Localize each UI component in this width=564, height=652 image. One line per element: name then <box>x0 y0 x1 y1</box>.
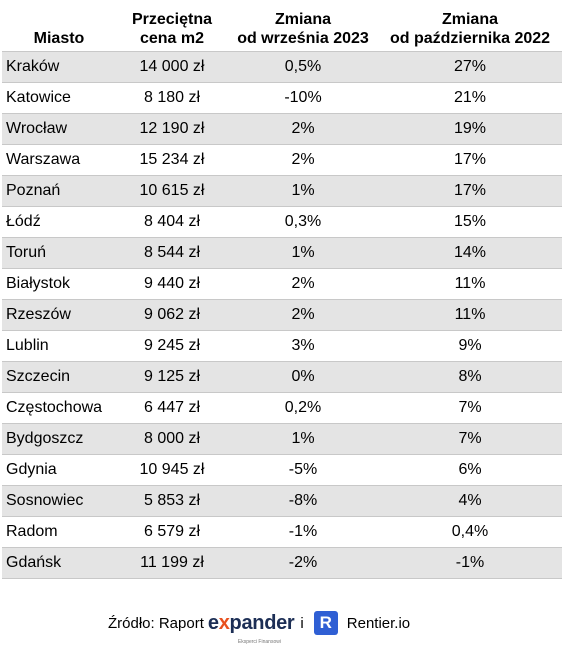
cell-price: 6 447 zł <box>116 392 228 424</box>
table-row: Białystok 9 440 zł 2% 11% <box>2 268 562 300</box>
cell-price: 9 245 zł <box>116 330 228 362</box>
cell-change-sep: 1% <box>228 423 378 455</box>
table-row: Radom 6 579 zł -1% 0,4% <box>2 516 562 548</box>
table-row: Rzeszów 9 062 zł 2% 11% <box>2 299 562 331</box>
table-header-row: Miasto Przeciętna cena m2 Zmiana od wrześn… <box>2 0 562 52</box>
cell-price: 9 440 zł <box>116 268 228 300</box>
cell-city: Warszawa <box>2 144 116 176</box>
cell-change-sep: -8% <box>228 485 378 517</box>
cell-change-oct: -1% <box>378 547 562 579</box>
cell-price: 9 062 zł <box>116 299 228 331</box>
city-price-table: Miasto Przeciętna cena m2 Zmiana od wrześn… <box>2 0 562 579</box>
cell-city: Gdańsk <box>2 547 116 579</box>
cell-city: Katowice <box>2 82 116 114</box>
table-row: Katowice 8 180 zł -10% 21% <box>2 82 562 114</box>
cell-change-oct: 6% <box>378 454 562 486</box>
cell-price: 6 579 zł <box>116 516 228 548</box>
table-row: Wrocław 12 190 zł 2% 19% <box>2 113 562 145</box>
cell-change-sep: 3% <box>228 330 378 362</box>
table-row: Gdynia 10 945 zł -5% 6% <box>2 454 562 486</box>
cell-change-sep: 0,3% <box>228 206 378 238</box>
cell-change-sep: 0% <box>228 361 378 393</box>
cell-price: 15 234 zł <box>116 144 228 176</box>
cell-price: 10 615 zł <box>116 175 228 207</box>
table-body: Kraków 14 000 zł 0,5% 27% Katowice 8 180 zł -1… <box>2 51 562 579</box>
cell-city: Lublin <box>2 330 116 362</box>
cell-change-oct: 14% <box>378 237 562 269</box>
cell-change-sep: -10% <box>228 82 378 114</box>
cell-city: Toruń <box>2 237 116 269</box>
cell-change-oct: 7% <box>378 392 562 424</box>
cell-city: Sosnowiec <box>2 485 116 517</box>
cell-change-oct: 4% <box>378 485 562 517</box>
cell-city: Radom <box>2 516 116 548</box>
cell-price: 10 945 zł <box>116 454 228 486</box>
table-row: Sosnowiec 5 853 zł -8% 4% <box>2 485 562 517</box>
source-footer: Źródło: Raport expander Eksperci Finansow… <box>108 608 411 645</box>
header-change-sep-2023: Zmiana od września 2023 <box>237 11 369 47</box>
cell-city: Bydgoszcz <box>2 423 116 455</box>
cell-price: 5 853 zł <box>116 485 228 517</box>
expander-logo: expander Eksperci Finansowi <box>207 612 295 645</box>
table-row: Łódź 8 404 zł 0,3% 15% <box>2 206 562 238</box>
header-change-oct-2022: Zmiana od października 2022 <box>389 11 551 47</box>
table-row: Warszawa 15 234 zł 2% 17% <box>2 144 562 176</box>
cell-change-sep: 2% <box>228 299 378 331</box>
cell-change-oct: 7% <box>378 423 562 455</box>
source-label: Źródło: Raport <box>108 614 204 632</box>
cell-change-sep: -5% <box>228 454 378 486</box>
table-row: Gdańsk 11 199 zł -2% -1% <box>2 547 562 579</box>
rentier-name: Rentier.io <box>346 614 411 632</box>
cell-change-oct: 11% <box>378 268 562 300</box>
cell-price: 9 125 zł <box>116 361 228 393</box>
cell-change-sep: 0,2% <box>228 392 378 424</box>
cell-change-oct: 15% <box>378 206 562 238</box>
cell-change-oct: 27% <box>378 51 562 83</box>
source-conjunction: i <box>300 614 304 632</box>
table-row: Szczecin 9 125 zł 0% 8% <box>2 361 562 393</box>
cell-change-sep: 2% <box>228 113 378 145</box>
cell-city: Łódź <box>2 206 116 238</box>
cell-city: Białystok <box>2 268 116 300</box>
cell-price: 11 199 zł <box>116 547 228 579</box>
cell-change-oct: 21% <box>378 82 562 114</box>
cell-price: 14 000 zł <box>116 51 228 83</box>
cell-price: 12 190 zł <box>116 113 228 145</box>
cell-price: 8 544 zł <box>116 237 228 269</box>
table-row: Bydgoszcz 8 000 zł 1% 7% <box>2 423 562 455</box>
cell-change-sep: -1% <box>228 516 378 548</box>
cell-change-sep: 2% <box>228 268 378 300</box>
cell-city: Gdynia <box>2 454 116 486</box>
cell-city: Poznań <box>2 175 116 207</box>
header-city: Miasto <box>33 30 85 47</box>
cell-city: Szczecin <box>2 361 116 393</box>
cell-change-oct: 19% <box>378 113 562 145</box>
cell-change-oct: 0,4% <box>378 516 562 548</box>
cell-change-oct: 11% <box>378 299 562 331</box>
cell-city: Wrocław <box>2 113 116 145</box>
cell-price: 8 404 zł <box>116 206 228 238</box>
cell-change-oct: 17% <box>378 144 562 176</box>
cell-change-sep: 2% <box>228 144 378 176</box>
cell-price: 8 000 zł <box>116 423 228 455</box>
cell-change-oct: 17% <box>378 175 562 207</box>
table-row: Toruń 8 544 zł 1% 14% <box>2 237 562 269</box>
table-row: Poznań 10 615 zł 1% 17% <box>2 175 562 207</box>
cell-change-sep: 0,5% <box>228 51 378 83</box>
header-avg-price: Przeciętna cena m2 <box>131 11 213 47</box>
cell-city: Kraków <box>2 51 116 83</box>
cell-change-oct: 8% <box>378 361 562 393</box>
cell-change-oct: 9% <box>378 330 562 362</box>
cell-change-sep: -2% <box>228 547 378 579</box>
table-row: Częstochowa 6 447 zł 0,2% 7% <box>2 392 562 424</box>
cell-city: Częstochowa <box>2 392 116 424</box>
cell-change-sep: 1% <box>228 237 378 269</box>
table-row: Lublin 9 245 zł 3% 9% <box>2 330 562 362</box>
cell-change-sep: 1% <box>228 175 378 207</box>
rentier-logo-icon: R <box>313 611 338 635</box>
cell-city: Rzeszów <box>2 299 116 331</box>
cell-price: 8 180 zł <box>116 82 228 114</box>
price-table-container: Miasto Przeciętna cena m2 Zmiana od wrześn… <box>2 0 562 579</box>
table-row: Kraków 14 000 zł 0,5% 27% <box>2 51 562 83</box>
